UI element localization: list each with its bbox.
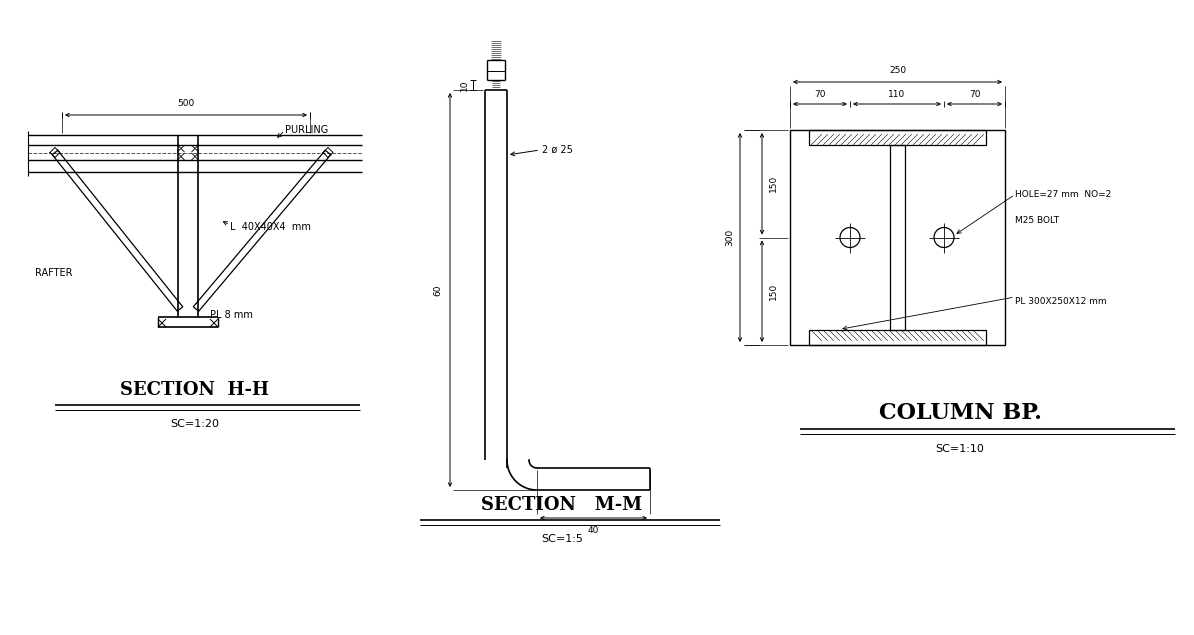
Text: HOLE=27 mm  NO=2: HOLE=27 mm NO=2 — [1015, 190, 1112, 199]
Text: L  40X40X4  mm: L 40X40X4 mm — [230, 222, 310, 232]
Text: 250: 250 — [890, 66, 906, 75]
Bar — [790, 130, 1005, 345]
Text: 2 ø 25: 2 ø 25 — [542, 145, 573, 155]
Text: M25 BOLT: M25 BOLT — [1015, 216, 1059, 225]
Text: 150: 150 — [769, 283, 778, 300]
Bar — [810, 330, 986, 345]
Text: SC=1:5: SC=1:5 — [541, 534, 583, 544]
Text: 40: 40 — [587, 526, 599, 535]
Text: SECTION   M-M: SECTION M-M — [481, 496, 642, 514]
Text: 110: 110 — [888, 90, 905, 99]
Text: 500: 500 — [178, 99, 195, 108]
Text: PL 300X250X12 mm: PL 300X250X12 mm — [1015, 298, 1107, 307]
Text: 70: 70 — [968, 90, 980, 99]
Text: 150: 150 — [769, 175, 778, 192]
Text: 10: 10 — [460, 79, 469, 91]
Text: SC=1:10: SC=1:10 — [936, 444, 984, 454]
Text: 300: 300 — [726, 229, 734, 246]
Text: PL 8 mm: PL 8 mm — [210, 310, 253, 320]
Text: SC=1:20: SC=1:20 — [171, 419, 220, 429]
Text: SECTION  H-H: SECTION H-H — [121, 381, 270, 399]
Text: COLUMN BP.: COLUMN BP. — [879, 402, 1041, 424]
Text: 70: 70 — [814, 90, 826, 99]
Text: PURLING: PURLING — [285, 125, 328, 135]
Bar — [810, 130, 986, 145]
Bar — [891, 145, 905, 330]
Text: 60: 60 — [433, 284, 442, 296]
Text: RAFTER: RAFTER — [35, 268, 73, 278]
